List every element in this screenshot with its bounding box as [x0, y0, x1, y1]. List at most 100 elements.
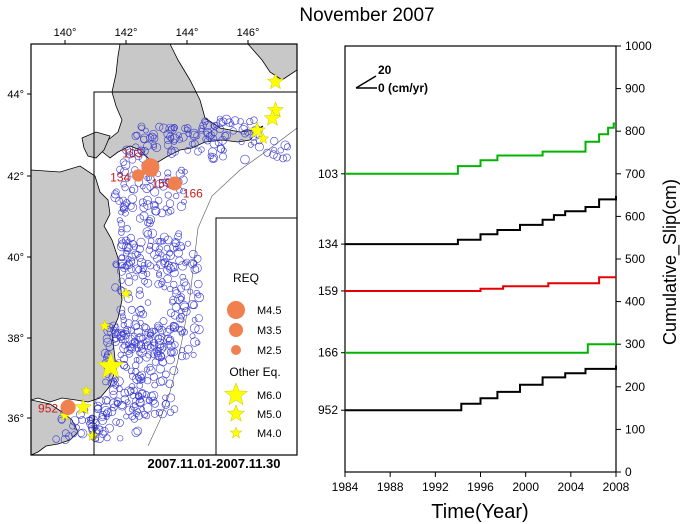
legend-req-marker-small [231, 345, 241, 355]
seismicity-marker [155, 248, 163, 257]
seismicity-marker [98, 413, 107, 422]
seismicity-marker [173, 192, 180, 200]
seismicity-marker [165, 251, 175, 261]
seismicity-marker [164, 169, 172, 177]
seismicity-marker [137, 305, 145, 313]
seismicity-marker [114, 400, 121, 407]
legend-other-label: M5.0 [257, 409, 281, 421]
seismicity-marker [151, 206, 161, 216]
seismicity-marker [170, 323, 179, 333]
seismicity-marker [183, 352, 190, 360]
seismicity-marker [112, 188, 120, 196]
map-content: 103 134 159 166 952 [31, 44, 297, 455]
seismicity-marker [216, 115, 223, 122]
seismicity-marker [140, 147, 149, 156]
seismicity-marker [190, 139, 199, 148]
seismicity-marker [198, 125, 206, 133]
seismicity-marker [216, 125, 224, 134]
seismicity-marker [164, 334, 172, 342]
seismicity-marker [177, 293, 185, 301]
seismicity-marker [181, 124, 189, 132]
lat-tick-label: 38° [7, 333, 24, 345]
seismicity-marker [103, 326, 113, 336]
series-layer [345, 122, 617, 412]
seismicity-marker [150, 341, 159, 350]
seismicity-marker [147, 237, 155, 245]
series-label: 103 [318, 167, 338, 181]
req-event-label: 103 [122, 146, 142, 160]
seismicity-marker [139, 267, 146, 274]
seismicity-marker [125, 273, 132, 279]
seismicity-marker [151, 327, 158, 334]
x-tick-label: 1988 [377, 480, 404, 494]
seismicity-marker [144, 219, 152, 227]
seismicity-marker [149, 372, 158, 381]
seismicity-marker [142, 324, 150, 333]
x-tick-label: 2008 [603, 480, 630, 494]
seismicity-marker [166, 408, 175, 416]
seismicity-marker [144, 259, 152, 267]
seismicity-marker [135, 266, 143, 274]
seismicity-marker [118, 277, 125, 284]
seismicity-marker [109, 321, 119, 331]
seismicity-marker [151, 399, 159, 408]
seismicity-marker [146, 397, 153, 404]
seismicity-marker [133, 327, 144, 338]
seismicity-marker [148, 129, 158, 139]
seismicity-marker [174, 294, 184, 304]
seismicity-marker [151, 358, 159, 366]
seismicity-marker [230, 116, 240, 125]
seismicity-marker [191, 316, 198, 323]
seismicity-marker [167, 148, 177, 158]
seismicity-marker [103, 408, 113, 418]
seismicity-marker [151, 381, 158, 389]
figure-title: November 2007 [299, 5, 434, 26]
seismicity-marker [163, 244, 171, 252]
seismicity-marker [123, 243, 133, 252]
seismicity-marker [135, 214, 145, 223]
seismicity-marker [131, 243, 139, 251]
seismicity-marker [132, 374, 142, 384]
seismicity-marker [277, 147, 284, 154]
legend-req-label: M2.5 [257, 345, 281, 357]
req-event-label: 952 [38, 401, 58, 415]
seismicity-marker [240, 154, 250, 165]
seismicity-marker [103, 397, 111, 405]
seismicity-marker [125, 350, 134, 358]
seismicity-marker [142, 403, 153, 413]
seismicity-marker [135, 290, 144, 299]
seismicity-marker [165, 199, 175, 208]
seismicity-marker [146, 366, 156, 376]
seismicity-marker [219, 117, 228, 126]
seismicity-marker [116, 217, 123, 224]
seismicity-marker [174, 232, 182, 241]
x-tick-label: 2000 [512, 480, 539, 494]
seismicity-marker [117, 266, 127, 276]
land-honshu-north [31, 165, 123, 403]
seismicity-marker [132, 397, 140, 405]
seismicity-marker [137, 370, 146, 380]
seismicity-marker [127, 367, 135, 375]
seismicity-marker [178, 132, 188, 142]
seismicity-marker [122, 263, 129, 270]
series-label: 159 [318, 284, 338, 298]
seismicity-marker [170, 280, 178, 289]
seismicity-marker [158, 251, 165, 258]
seismicity-marker [136, 257, 147, 268]
seismicity-marker [159, 317, 168, 326]
seismicity-marker [111, 283, 120, 292]
seismicity-marker [139, 334, 146, 342]
other-eq-star [74, 398, 93, 415]
seismicity-marker [170, 124, 178, 132]
velocity-scale-arrow [355, 75, 377, 89]
seismicity-marker [125, 238, 132, 245]
seismicity-marker [189, 128, 199, 139]
seismicity-marker [98, 430, 107, 439]
series-line-166 [345, 341, 617, 354]
seismicity-marker [155, 351, 165, 361]
seismicity-marker [118, 254, 126, 262]
seismicity-marker [115, 197, 123, 205]
seismicity-marker [124, 319, 134, 329]
seismicity-marker [135, 306, 145, 316]
